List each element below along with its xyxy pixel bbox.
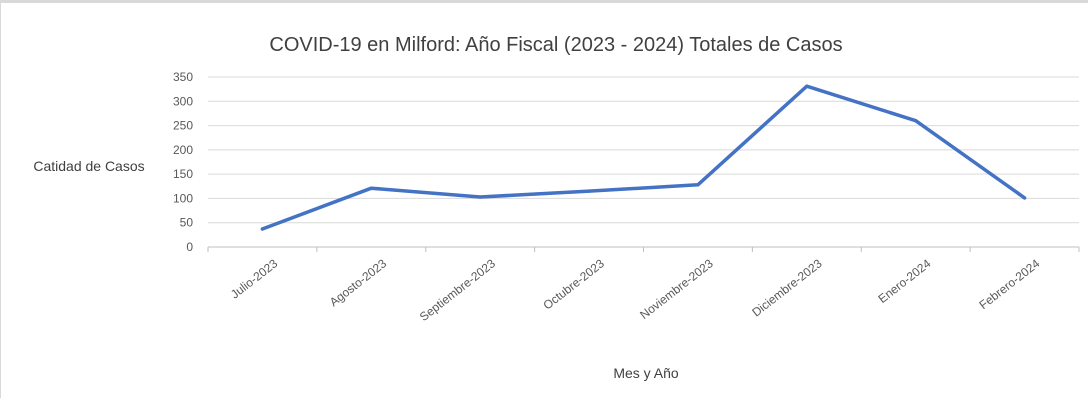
x-tick-label: Febrero-2024: [976, 256, 1042, 312]
y-tick-label: 350: [173, 70, 193, 84]
series-line: [260, 84, 1027, 231]
line-chart: COVID-19 en Milford: Año Fiscal (2023 - …: [33, 34, 1080, 381]
y-tick-label: 150: [173, 167, 193, 181]
x-tick-label: Noviembre-2023: [637, 256, 716, 322]
x-tick-label: Julio-2023: [228, 256, 281, 301]
data-point: [1022, 196, 1027, 200]
y-axis-title: Catidad de Casos: [33, 158, 144, 174]
y-tick-label: 0: [186, 240, 193, 254]
x-axis-tick-labels: Julio-2023 Agosto-2023 Septiembre-2023 Octu…: [228, 256, 1043, 324]
y-tick-label: 300: [173, 94, 193, 108]
data-point: [914, 119, 918, 123]
chart-title: COVID-19 en Milford: Año Fiscal (2023 - …: [269, 34, 842, 56]
data-point: [805, 84, 809, 88]
y-axis-tick-labels: 0 50 100 150 200 250 300 350: [173, 70, 193, 254]
axes: [207, 246, 1080, 252]
data-point: [696, 183, 700, 187]
x-tick-label: Septiembre-2023: [417, 256, 498, 324]
data-point: [587, 189, 591, 193]
x-axis-title: Mes y Año: [613, 365, 679, 381]
x-tick-label: Diciembre-2023: [749, 256, 825, 319]
data-point: [369, 186, 373, 190]
x-tick-label: Enero-2024: [875, 256, 933, 306]
y-tick-label: 100: [173, 191, 193, 205]
series-layer: [260, 84, 1027, 231]
data-point: [260, 227, 265, 231]
x-tick-label: Agosto-2023: [327, 256, 390, 309]
x-tick-label: Octubre-2023: [540, 256, 607, 312]
data-point: [478, 195, 482, 199]
gridlines: [208, 76, 1079, 224]
y-tick-label: 250: [173, 119, 193, 133]
y-tick-label: 200: [173, 143, 193, 157]
y-tick-label: 50: [180, 216, 194, 230]
